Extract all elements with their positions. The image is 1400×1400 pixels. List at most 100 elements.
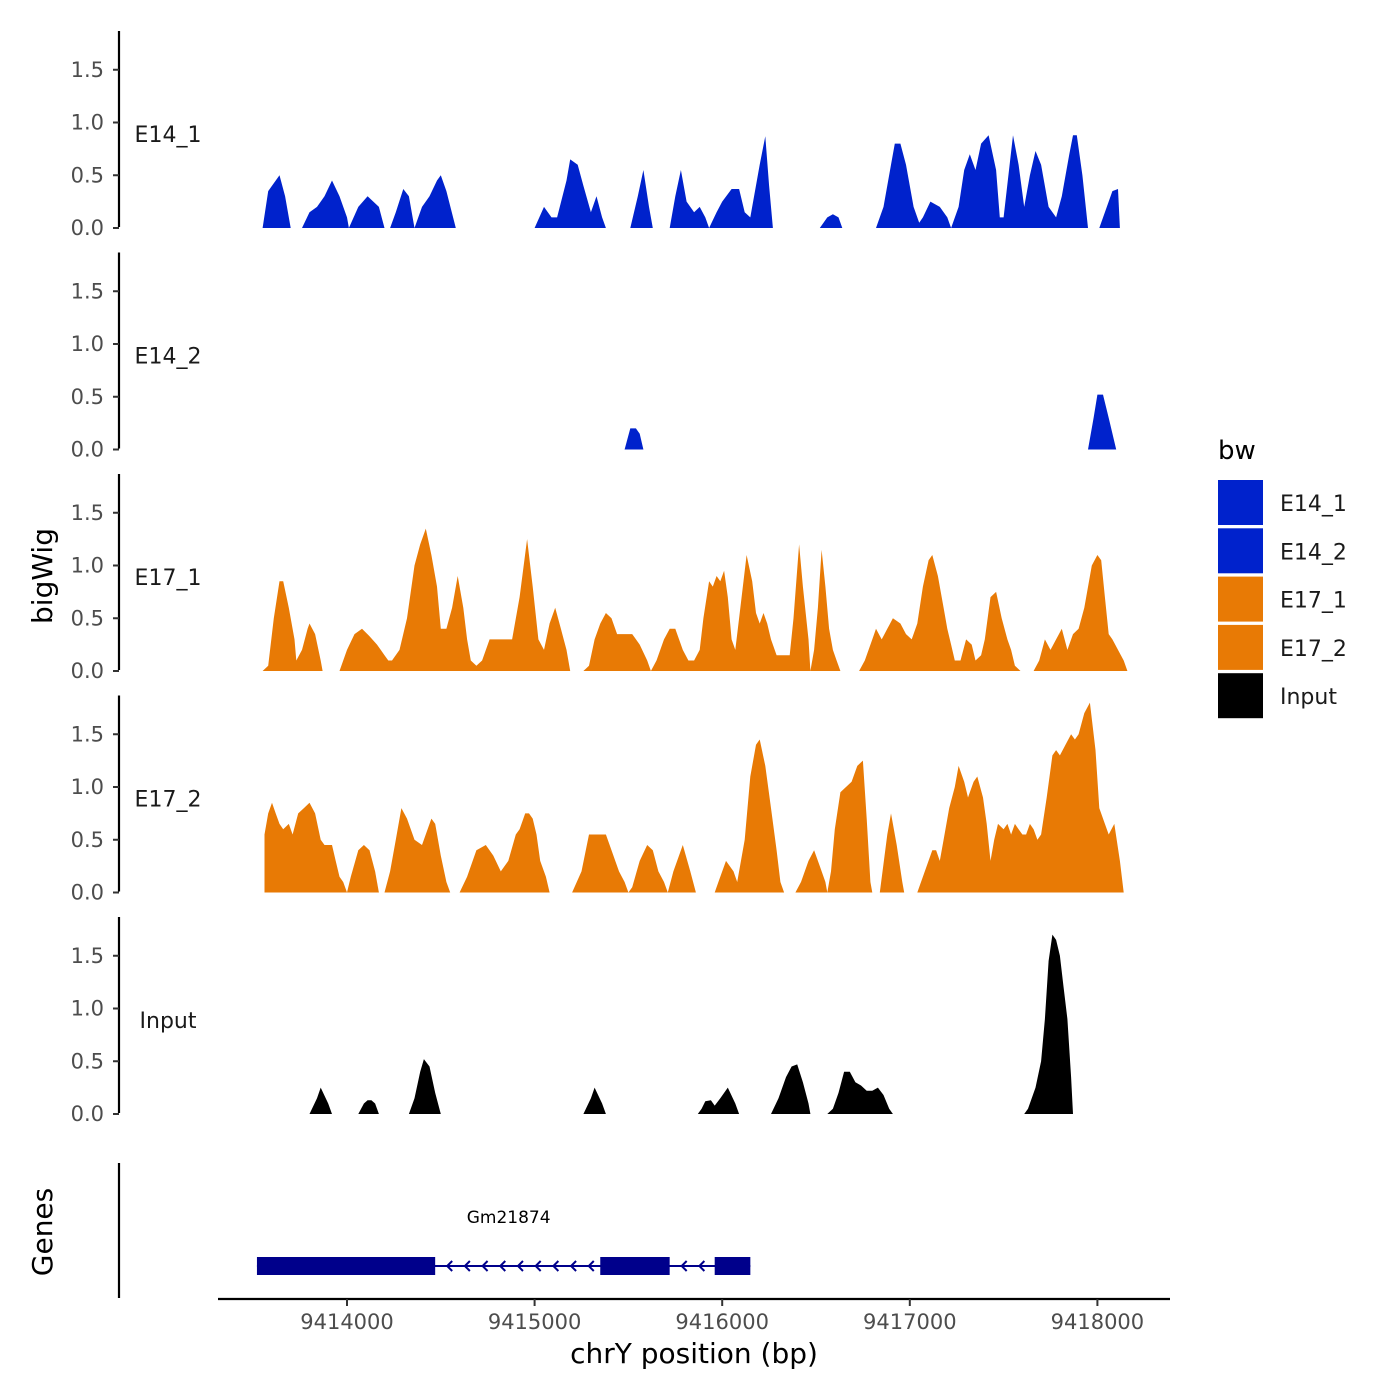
coverage-peak [348,196,385,228]
strand-arrow [551,1260,560,1272]
coverage-peak [414,175,456,228]
gene-exon [256,1257,436,1275]
coverage-tracks: 0.0 0.5 1.0 1.5 E14_1 0.0 0.5 1.0 1.5 E14_2 0.0 0.5… [71,31,1128,1126]
track-label: E17_1 [135,566,202,591]
coverage-peak [339,528,571,671]
coverage-peak [795,850,828,893]
y-tick-label: 0.5 [71,163,104,187]
y-tick-label: 0.5 [71,1049,104,1073]
y-tick-label: 1.5 [71,501,104,525]
genes-panel: Genes Gm21874 [26,1163,751,1298]
coverage-peak [630,170,653,228]
legend-label: E17_2 [1280,637,1347,662]
coverage-peak [709,136,773,228]
legend-label: Input [1280,685,1337,710]
coverage-peak [1033,555,1128,671]
legend: bw E14_1 E14_2 E17_1 E17_2 Input [1218,436,1347,719]
y-tick-label: 1.0 [71,775,104,799]
y-tick-label: 1.5 [71,58,104,82]
track-label: E14_2 [135,345,202,370]
coverage-peak [264,802,347,893]
track-E14_1: 0.0 0.5 1.0 1.5 E14_1 [71,31,1120,240]
legend-swatch [1218,673,1263,719]
genes-group: Gm21874 [256,1208,751,1275]
x-axis-ticks: 9414000 9415000 9416000 9417000 9418000 [300,1299,1144,1334]
x-tick-label: 9417000 [863,1310,957,1334]
y-tick-label: 1.5 [71,279,104,303]
y-tick-label: 0.0 [71,881,104,905]
legend-label: E17_1 [1280,589,1347,614]
y-tick-label: 1.5 [71,944,104,968]
coverage-peak [384,808,451,893]
strand-arrow [463,1260,471,1272]
coverage-peak [810,549,841,671]
track-E14_2: 0.0 0.5 1.0 1.5 E14_2 [71,252,1117,462]
coverage-peak [1088,394,1117,450]
track-label: E17_2 [135,788,202,813]
coverage-peak [714,739,785,893]
coverage-peak [827,760,873,893]
strand-arrow [569,1260,577,1272]
y-tick-label: 0.0 [71,1102,104,1126]
legend-label: E14_1 [1280,492,1347,517]
strand-arrow [498,1260,506,1272]
gene-name-label: Gm21874 [467,1208,551,1228]
coverage-peak [917,702,1124,893]
coverage-peak [879,813,905,893]
legend-swatch [1218,576,1263,622]
coverage-peak [583,613,651,671]
coverage-peak [771,1064,811,1114]
legend-item-Input: Input [1218,673,1337,719]
coverage-peak [819,214,843,228]
legend-item-E14_2: E14_2 [1218,528,1347,574]
legend-swatch [1218,624,1263,670]
legend-item-E17_1: E17_1 [1218,576,1347,622]
coverage-peak [650,544,811,671]
coverage-peak [459,813,550,893]
x-axis: 9414000 9415000 9416000 9417000 9418000 chrY… [218,1297,1170,1370]
coverage-peak [408,1059,441,1114]
coverage-peak [302,180,349,228]
coverage-peak [876,143,952,228]
y-tick-label: 0.0 [71,438,104,462]
x-tick-label: 9418000 [1051,1310,1145,1334]
coverage-peak [667,845,696,893]
legend-swatch [1218,528,1263,574]
legend-item-E17_2: E17_2 [1218,624,1347,670]
coverage-peak [951,135,1088,228]
legend-label: E14_2 [1280,540,1347,565]
coverage-peak [309,1087,332,1114]
gene-exon [714,1257,751,1275]
legend-items: E14_1 E14_2 E17_1 E17_2 Input [1218,480,1347,719]
coverage-peak [572,834,629,893]
legend-swatch [1218,480,1263,525]
x-tick-label: 9415000 [488,1310,582,1334]
coverage-peak [859,555,1021,671]
y-tick-label: 1.0 [71,111,104,135]
y-tick-label: 1.0 [71,332,104,356]
x-axis-title: chrY position (bp) [570,1337,818,1370]
coverage-peak [1099,189,1120,228]
strand-arrow [587,1260,595,1272]
coverage-peak [827,1071,893,1114]
coverage-peak [534,159,606,228]
y-tick-label: 0.5 [71,606,104,630]
coverage-peak [347,845,379,893]
coverage-peak [583,1087,606,1114]
legend-title: bw [1218,436,1256,466]
gene-Gm21874: Gm21874 [256,1208,751,1275]
track-E17_2: 0.0 0.5 1.0 1.5 E17_2 [71,695,1124,905]
track-label: Input [140,1009,197,1034]
y-tick-label: 0.5 [71,828,104,852]
strand-arrow [534,1260,542,1272]
strand-arrow [680,1260,688,1272]
y-tick-label: 0.0 [71,216,104,240]
legend-item-E14_1: E14_1 [1218,480,1347,525]
coverage-peak [1024,934,1073,1114]
strand-arrow [697,1260,706,1272]
coverage-peak [669,170,710,228]
coverage-peak [624,428,644,450]
coverage-peak [262,175,291,228]
coverage-peak [390,189,415,228]
y-tick-label: 1.0 [71,997,104,1021]
